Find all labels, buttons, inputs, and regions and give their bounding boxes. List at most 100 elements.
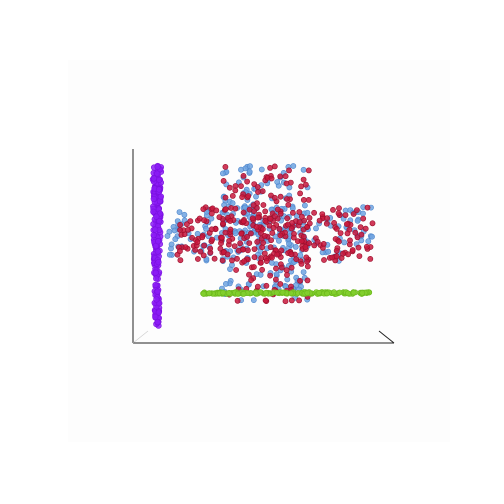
red-point	[300, 196, 307, 203]
red-point	[196, 215, 203, 222]
red-point	[296, 297, 302, 304]
red-point	[288, 251, 295, 258]
red-point	[255, 214, 261, 221]
purple-point	[156, 176, 163, 183]
red-point	[226, 184, 233, 191]
red-point	[282, 298, 289, 305]
red-point	[284, 272, 290, 278]
red-point	[229, 192, 236, 199]
blue-point	[292, 243, 299, 250]
red-point	[218, 240, 224, 247]
red-point	[306, 214, 313, 221]
purple-point	[153, 213, 160, 220]
purple-point	[154, 163, 161, 170]
red-point	[297, 277, 303, 284]
red-point	[330, 206, 336, 213]
red-point	[362, 225, 369, 232]
red-point	[177, 221, 183, 228]
red-point	[286, 167, 292, 174]
blue-point	[325, 248, 332, 255]
purple-point	[153, 296, 160, 303]
red-point	[216, 214, 223, 221]
red-point	[219, 257, 226, 264]
red-point	[337, 230, 344, 236]
red-point	[218, 234, 225, 241]
red-point	[305, 196, 312, 203]
red-point	[251, 246, 258, 252]
red-point	[333, 247, 340, 254]
red-point	[316, 217, 323, 224]
red-point	[244, 233, 250, 240]
blue-point	[258, 166, 265, 173]
purple-point	[154, 319, 161, 326]
red-point	[187, 218, 194, 225]
red-point	[311, 242, 318, 249]
red-point	[246, 271, 252, 278]
back-edge-line	[132, 330, 149, 344]
red-point	[259, 266, 265, 273]
blue-point	[203, 225, 209, 232]
red-point	[363, 243, 370, 250]
blue-point	[246, 168, 253, 175]
red-point	[349, 247, 356, 253]
blue-point	[286, 240, 292, 247]
purple-point	[150, 232, 157, 239]
red-point	[288, 297, 295, 304]
green-point	[287, 290, 294, 296]
red-point	[350, 211, 357, 217]
red-point	[352, 229, 359, 236]
red-point	[304, 263, 311, 270]
red-point	[342, 212, 349, 218]
green-point	[225, 290, 232, 296]
red-point	[277, 210, 284, 217]
red-point	[233, 267, 239, 273]
red-point	[305, 167, 312, 174]
purple-point	[155, 238, 162, 245]
red-point	[177, 257, 184, 264]
red-point	[222, 229, 229, 236]
blue-point	[290, 163, 297, 169]
red-point	[333, 225, 340, 232]
blue-point	[300, 166, 307, 173]
red-point	[238, 230, 245, 237]
red-point	[274, 206, 281, 213]
blue-point	[360, 210, 366, 217]
red-point	[247, 230, 254, 237]
red-point	[211, 255, 218, 262]
red-point	[344, 230, 351, 237]
red-point	[335, 238, 342, 245]
red-point	[263, 258, 270, 264]
red-point	[304, 277, 311, 284]
red-point	[197, 248, 204, 255]
green-point	[350, 289, 357, 296]
green-point	[304, 289, 311, 296]
red-point	[201, 242, 207, 249]
blue-point	[257, 271, 264, 278]
red-point	[238, 183, 244, 189]
red-point	[262, 297, 269, 304]
red-point	[340, 250, 346, 257]
red-point	[199, 234, 206, 241]
red-point	[298, 183, 304, 190]
purple-point	[153, 275, 160, 282]
red-point	[267, 244, 274, 251]
red-point	[231, 243, 238, 249]
red-point	[324, 215, 330, 222]
red-point	[268, 175, 275, 182]
red-point	[277, 193, 284, 200]
green-point	[200, 290, 207, 297]
green-point	[262, 290, 269, 296]
red-point	[227, 218, 234, 224]
blue-point	[168, 241, 175, 248]
red-point	[268, 237, 274, 244]
red-point	[251, 254, 258, 261]
green-point	[220, 289, 226, 296]
purple-point	[155, 309, 162, 316]
red-point	[229, 257, 235, 264]
red-point	[306, 240, 312, 247]
red-point	[274, 251, 281, 258]
red-point	[262, 208, 269, 215]
red-point	[244, 247, 251, 254]
purple-point	[155, 259, 162, 266]
red-point	[288, 225, 295, 232]
